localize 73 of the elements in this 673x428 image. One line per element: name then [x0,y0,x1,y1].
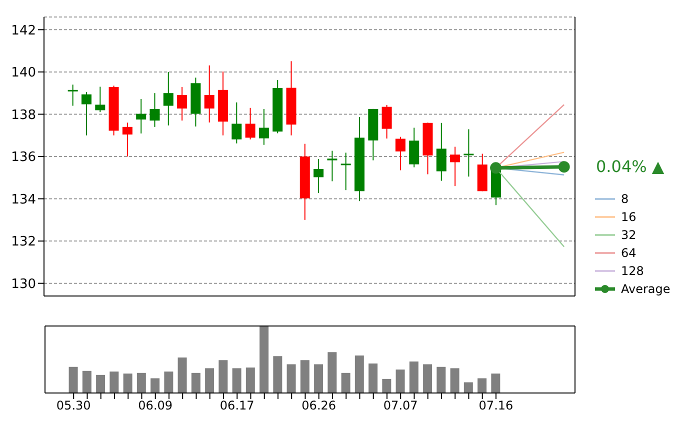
y-tick-label: 138 [11,108,36,123]
legend-label: 32 [621,228,636,242]
legend-label: 64 [621,246,636,260]
bar [354,355,364,393]
bar [123,374,132,393]
bar [396,370,405,393]
bar [491,374,500,393]
y-tick-label: 142 [11,23,36,38]
candlestick [450,146,460,187]
y-tick-label: 130 [11,276,36,292]
candlestick [136,98,146,134]
y-tick-label: 136 [11,150,36,166]
candlestick [258,108,269,146]
y-tick-label: 132 [11,234,36,250]
legend-label: 128 [621,264,644,278]
legend-label: 16 [621,210,636,224]
candlestick [95,86,106,113]
candlestick [122,122,132,157]
bar [382,378,392,393]
bar [246,368,255,393]
candlestick [382,104,392,140]
bar [368,364,378,393]
x-tick-label: 06.26 [302,398,336,413]
bar [110,372,119,393]
candlestick [340,152,351,191]
bar [164,372,174,393]
candlestick [409,127,420,168]
bar [409,362,418,393]
bar [218,360,228,393]
x-tick-label: 07.07 [383,398,418,413]
bar [436,366,446,393]
text: 0.04% ▲ [596,157,664,176]
bar [136,372,146,393]
bar [191,372,200,393]
candlestick [204,64,214,123]
x-tick-label: 05.30 [56,398,91,413]
candlestick [314,158,324,194]
bar [68,366,78,393]
candlestick [163,71,174,126]
bar [314,364,324,393]
x-tick-label: 06.17 [220,398,254,413]
bar [205,368,214,393]
candlestick [81,92,92,136]
bar [232,368,242,393]
bar [96,374,106,393]
bar [178,357,187,393]
candlestick [150,92,160,128]
candlestick [395,136,406,171]
candlestick [232,102,242,144]
bar [273,356,282,393]
candlestick [464,128,474,178]
bar [286,364,296,393]
candlestick [245,107,256,140]
legend-label: 8 [621,192,629,206]
x-tick-label: 06.09 [138,398,173,413]
candlestick [327,150,338,182]
bar [150,378,160,393]
y-tick-label: 140 [11,66,36,81]
candlestick [177,86,188,122]
candlestick [436,122,446,182]
bar [478,378,487,393]
bar [341,372,350,393]
bar [464,382,473,393]
legend-label: Average [621,282,670,296]
candlestick [68,84,78,106]
y-tick-label: 134 [11,192,36,208]
bar [82,370,92,393]
bar [450,368,460,393]
bar [300,360,310,393]
bar [328,352,337,393]
x-tick-label: 07.16 [478,398,514,413]
bar [423,364,432,393]
bar [260,326,269,393]
